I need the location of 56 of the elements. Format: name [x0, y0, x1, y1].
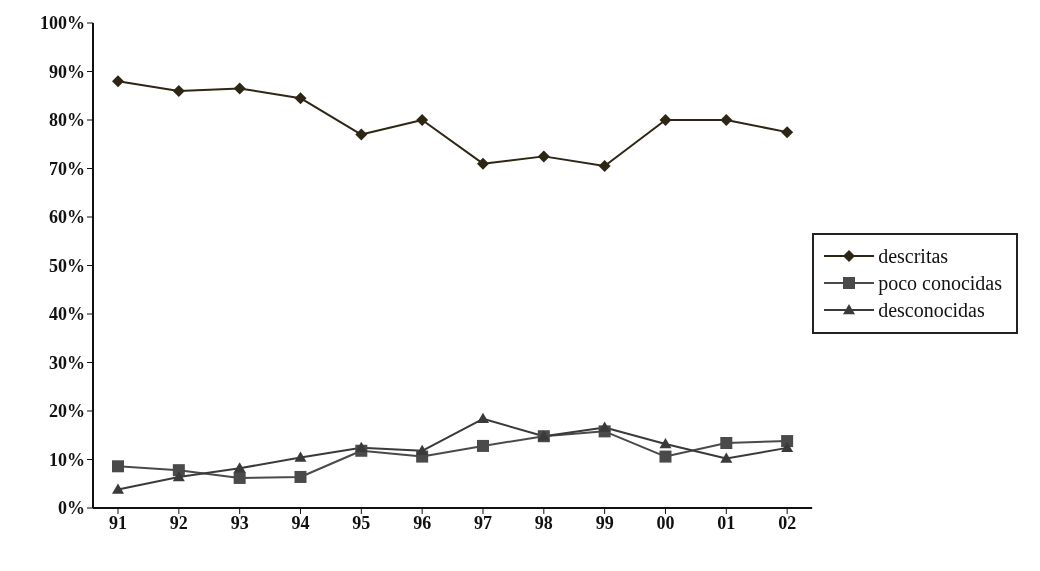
- point: [172, 470, 185, 482]
- x-tick-label: 97: [473, 512, 492, 533]
- point: [598, 160, 611, 173]
- point: [659, 450, 672, 463]
- point: [720, 437, 733, 450]
- x-tick-label: 91: [109, 512, 127, 533]
- y-tick-label: 60%: [49, 207, 85, 228]
- y-tick-label: 10%: [49, 449, 85, 470]
- x-tick-label: 98: [534, 512, 553, 533]
- point: [112, 75, 124, 88]
- point: [659, 114, 672, 126]
- point: [355, 441, 368, 453]
- point: [476, 439, 489, 452]
- point: [233, 471, 246, 484]
- y-tick-label: 0%: [58, 498, 85, 519]
- legend-label: descritas: [878, 244, 949, 268]
- point: [112, 483, 124, 494]
- point: [720, 452, 733, 463]
- point: [476, 157, 489, 170]
- point: [659, 437, 672, 449]
- point: [294, 92, 307, 105]
- point: [172, 464, 185, 477]
- point: [112, 460, 124, 473]
- point: [476, 412, 489, 423]
- point: [233, 462, 246, 473]
- y-tick-label: 100%: [40, 13, 85, 34]
- x-tick-label: 00: [656, 512, 675, 533]
- y-tick-label: 30%: [49, 352, 85, 373]
- point: [294, 451, 307, 462]
- y-tick-label: 20%: [49, 401, 85, 422]
- x-tick-label: 96: [413, 512, 432, 533]
- point: [781, 126, 794, 139]
- x-tick-label: 94: [291, 512, 310, 533]
- point: [537, 150, 550, 163]
- y-tick-label: 50%: [49, 255, 85, 276]
- point: [172, 84, 185, 97]
- x-tick-label: 93: [230, 512, 249, 533]
- point: [416, 444, 429, 455]
- x-tick-label: 95: [352, 512, 371, 533]
- y-tick-label: 90%: [49, 61, 85, 82]
- point: [720, 114, 733, 126]
- point: [294, 470, 307, 483]
- legend-label: poco conocidas: [878, 271, 1002, 295]
- x-tick-label: 01: [717, 512, 736, 533]
- point: [598, 421, 611, 432]
- point: [781, 441, 794, 453]
- legend-label: desconocidas: [878, 298, 985, 322]
- x-tick-label: 99: [595, 512, 614, 533]
- y-tick-label: 70%: [49, 158, 85, 179]
- point: [355, 128, 368, 141]
- y-tick-label: 80%: [49, 110, 85, 131]
- point: [233, 82, 246, 95]
- y-tick-label: 40%: [49, 304, 85, 325]
- point: [416, 114, 429, 126]
- x-tick-label: 92: [169, 512, 188, 533]
- x-tick-label: 02: [778, 512, 797, 533]
